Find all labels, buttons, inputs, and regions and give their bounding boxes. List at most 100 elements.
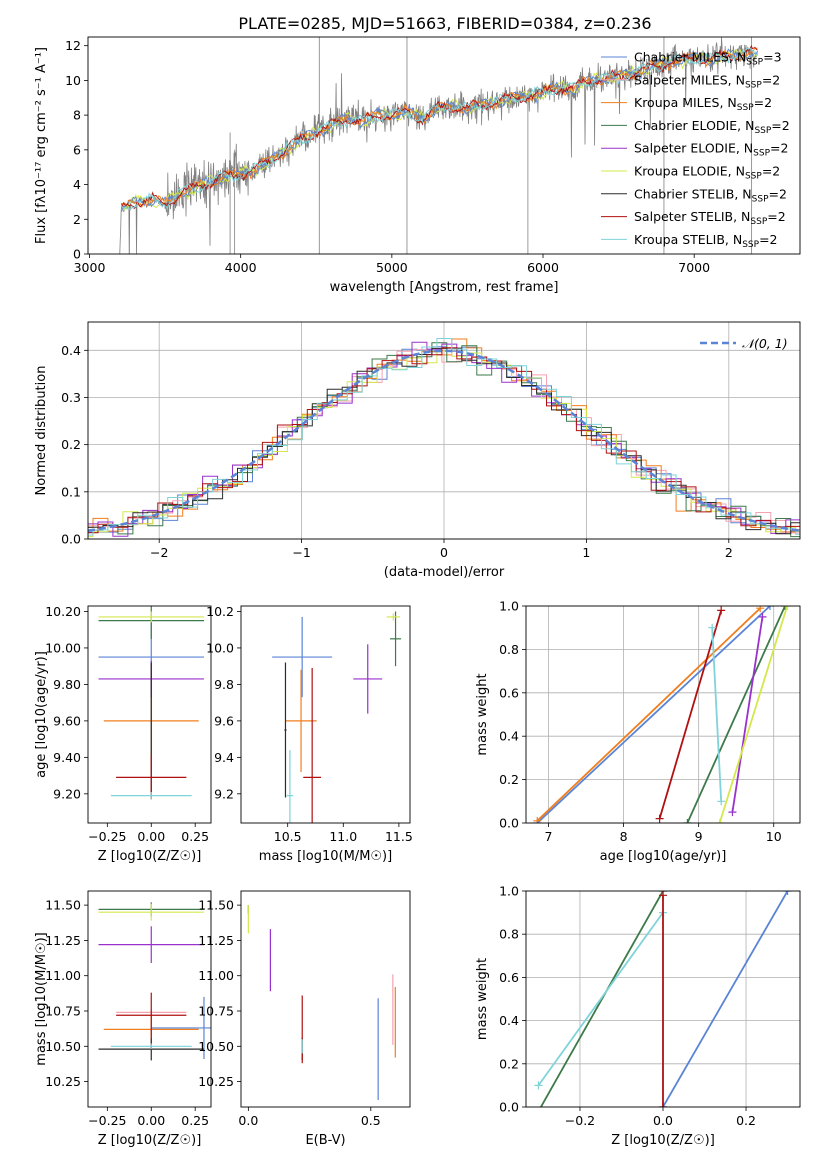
axes-frame (87, 36, 801, 255)
weight-marker (533, 816, 542, 823)
y-axis-label: age [log10(age/yr)] (34, 651, 49, 778)
y-tick-label: 0.4 (61, 343, 81, 358)
plot-area-mass_vs_Z (98, 902, 211, 1061)
plot-area-mass_weight_vs_Z (534, 891, 792, 1115)
y-axis-label: mass weight (475, 673, 490, 755)
x-tick-label: 0.5 (361, 1113, 381, 1128)
weight-line-salpeter-stelib (655, 606, 726, 823)
weight-marker (783, 606, 792, 610)
x-tick-label: −0.2 (565, 1113, 595, 1128)
x-axis-label: Z [log10(Z/Z☉)] (611, 1133, 715, 1148)
weight-line-chabrier-elodie (534, 891, 667, 1115)
y-tick-label: 10.20 (45, 604, 81, 619)
x-tick-label: 0.0 (653, 1113, 673, 1128)
legend-entry: Chabrier MILES, NSSP=3 (634, 50, 782, 68)
errorbar-salpeter-stelib (116, 992, 187, 1038)
errorbar-chabrier-stelib (284, 662, 287, 798)
errorbar-kroupa-stelib (110, 1043, 192, 1050)
axes-frame (525, 605, 801, 824)
legend-entry: Chabrier STELIB, NSSP=2 (634, 186, 787, 204)
x-tick-label: 3000 (74, 260, 106, 275)
y-tick-label: 11.25 (198, 933, 234, 948)
weight-line (711, 627, 723, 802)
y-tick-label: 10.00 (45, 640, 81, 655)
y-tick-label: 9.2 (214, 786, 234, 801)
x-tick-label: 10.5 (274, 829, 302, 844)
axes-frame (525, 890, 801, 1108)
axes-age_vs_mass: 10.5 11.0 11.5 9.2 9.4 9.6 9.8 10.0 10.2 mass [lo… (206, 604, 413, 864)
x-tick-label: 0.00 (137, 829, 165, 844)
errorbar-kroupa-elodie (98, 611, 204, 623)
y-tick-label: 10.0 (206, 640, 234, 655)
errorbar-chabrier-miles (272, 616, 333, 698)
errorbar-chabrier-elodie (389, 611, 402, 667)
y-tick-label: 9.8 (214, 677, 234, 692)
y-tick-label: 9.80 (53, 677, 81, 692)
x-axis-label: E(B-V) (305, 1133, 345, 1148)
plot-area-spectrum (119, 37, 758, 254)
spectrum-model-line (120, 48, 758, 214)
y-tick-label: 10.25 (45, 1074, 81, 1089)
weight-marker (534, 1081, 543, 1090)
x-tick-label: 5000 (376, 260, 408, 275)
y-tick-label: 0.0 (61, 532, 81, 547)
weight-marker (765, 606, 774, 610)
plot-area-residuals (88, 338, 800, 538)
y-tick-label: 9.4 (214, 750, 234, 765)
weight-marker (758, 612, 767, 621)
weight-line-kroupa-miles (533, 606, 765, 823)
x-tick-label: 11.0 (329, 829, 357, 844)
weight-line-kroupa-elodie (715, 606, 792, 823)
weight-marker (717, 797, 726, 806)
residual-histogram (88, 350, 800, 538)
weight-marker (756, 606, 765, 613)
weight-line (539, 891, 664, 1107)
legend-entry: Chabrier ELODIE, NSSP=2 (634, 118, 790, 136)
x-tick-label: 10 (766, 829, 782, 844)
weight-marker (534, 1107, 542, 1115)
x-tick-label: −0.25 (88, 829, 126, 844)
y-axis-label: Flux [fλ10⁻¹⁷ erg cm⁻² s⁻¹ A⁻¹] (34, 47, 49, 244)
plot-area-mass_vs_EBV (247, 905, 396, 1100)
y-tick-label: 12 (65, 38, 81, 53)
x-tick-label: 0.25 (181, 829, 209, 844)
weight-marker (683, 819, 692, 823)
axes-mass_weight_vs_age: 7 8 9 10 0.0 0.2 0.4 0.6 0.8 1.0 age [log10(age/yr… (475, 599, 801, 864)
y-tick-label: 0.6 (499, 685, 519, 700)
errorbar-kroupa-stelib (286, 750, 294, 823)
x-axis-label: (data-model)/error (384, 565, 505, 580)
axes-frame (87, 890, 212, 1108)
axes-frame (87, 605, 212, 824)
y-axis-label: Normed distribution (34, 366, 49, 496)
weight-line-kroupa-stelib (534, 908, 667, 1090)
legend-entry: Salpeter MILES, NSSP=2 (634, 72, 780, 90)
plot-area-age_vs_Z (98, 606, 204, 800)
spectrum-model-line (120, 45, 758, 210)
x-axis-label: wavelength [Angstrom, rest frame] (330, 280, 559, 295)
x-tick-label: 0 (440, 545, 448, 560)
x-tick-label: 9 (695, 829, 703, 844)
y-tick-label: 9.20 (53, 786, 81, 801)
weight-line-salpeter-elodie (728, 612, 767, 817)
weight-line (536, 606, 771, 823)
errorbar-kroupa-miles (285, 669, 317, 772)
weight-line-salpeter-stelib (659, 891, 667, 1107)
residuals-legend: 𝒩(0, 1) (700, 336, 788, 351)
x-axis-label: Z [log10(Z/Z☉)] (98, 849, 202, 864)
x-tick-label: 7000 (678, 260, 710, 275)
weight-line (658, 610, 723, 819)
x-tick-label: 7 (545, 829, 553, 844)
y-tick-label: 0.1 (61, 484, 81, 499)
weight-line (662, 891, 789, 1107)
axes-mass_vs_EBV: 0.0 0.5 10.25 10.50 10.75 11.00 11.25 11.50 E(B-… (198, 890, 411, 1148)
y-tick-label: 1.0 (499, 599, 519, 614)
legend-entry: Kroupa MILES, NSSP=2 (634, 95, 772, 113)
weight-marker (659, 1103, 667, 1107)
y-tick-label: 10.50 (45, 1039, 81, 1054)
y-tick-label: 9.60 (53, 713, 81, 728)
legend-entry: Kroupa ELODIE, NSSP=2 (634, 164, 780, 182)
y-tick-label: 10.25 (198, 1074, 234, 1089)
weight-marker (780, 606, 789, 610)
x-tick-label: 0.25 (181, 1113, 209, 1128)
